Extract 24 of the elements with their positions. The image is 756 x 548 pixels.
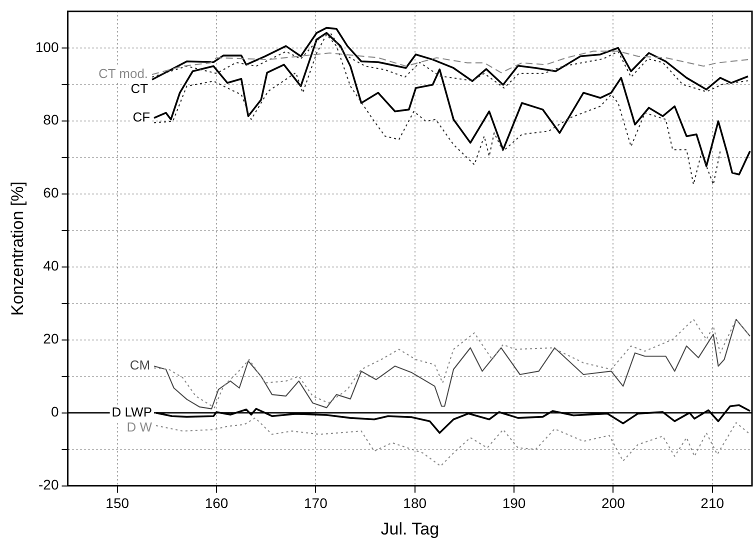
x-tick-label: 170 bbox=[304, 495, 328, 512]
series-label: D LWP bbox=[112, 404, 152, 420]
series-label: CF bbox=[132, 110, 150, 125]
y-tick-label: 40 bbox=[43, 258, 59, 274]
series-label: CT bbox=[130, 81, 148, 96]
series-label: CT mod. bbox=[98, 66, 148, 82]
y-tick-label: 60 bbox=[43, 184, 59, 201]
line-series bbox=[152, 50, 749, 76]
y-tick-label: -20 bbox=[38, 476, 59, 493]
y-tick-label: 100 bbox=[35, 38, 59, 55]
x-tick-label: 180 bbox=[403, 495, 427, 512]
y-tick-label: 80 bbox=[43, 112, 59, 128]
line-series bbox=[155, 417, 751, 467]
y-axis-title: Konzentration [%] bbox=[8, 182, 27, 316]
series-label: D W bbox=[126, 419, 153, 434]
x-tick-label: 200 bbox=[601, 495, 626, 512]
y-tick-label: 0 bbox=[50, 404, 59, 420]
x-tick-label: 210 bbox=[700, 495, 724, 512]
x-tick-label: 150 bbox=[106, 495, 130, 512]
series-label: CM bbox=[130, 358, 150, 373]
x-tick-label: 160 bbox=[204, 495, 228, 512]
x-tick-label: 190 bbox=[502, 495, 526, 512]
y-tick-label: 20 bbox=[43, 330, 59, 347]
x-axis-title: Jul. Tag bbox=[380, 519, 440, 538]
